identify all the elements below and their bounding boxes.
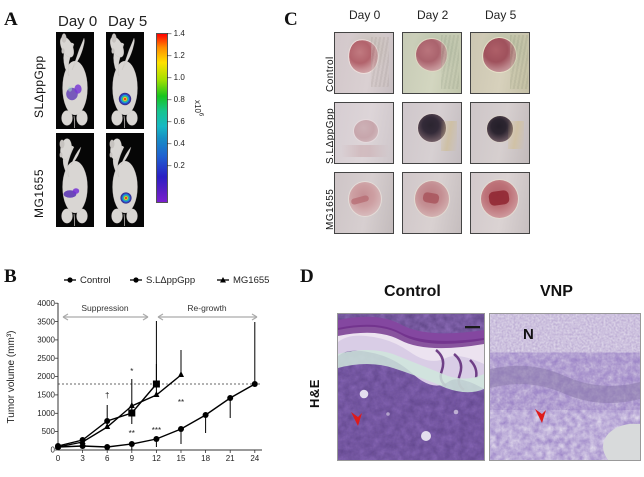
svg-text:500: 500 <box>42 427 56 436</box>
svg-text:21: 21 <box>226 454 235 463</box>
svg-text:†: † <box>105 391 109 400</box>
svg-text:**: ** <box>129 429 135 438</box>
svg-text:2500: 2500 <box>37 354 55 363</box>
svg-text:**: ** <box>178 398 184 407</box>
svg-text:***: *** <box>152 426 161 435</box>
svg-text:6: 6 <box>105 454 110 463</box>
svg-text:Suppression: Suppression <box>81 303 129 313</box>
svg-text:3000: 3000 <box>37 336 55 345</box>
svg-text:9: 9 <box>130 454 135 463</box>
svg-text:Re-growth: Re-growth <box>187 303 226 313</box>
svg-text:2000: 2000 <box>37 372 55 381</box>
svg-text:15: 15 <box>177 454 186 463</box>
svg-text:4000: 4000 <box>37 299 55 308</box>
svg-text:18: 18 <box>201 454 210 463</box>
svg-text:1500: 1500 <box>37 391 55 400</box>
svg-text:N: N <box>523 326 534 343</box>
svg-text:3500: 3500 <box>37 317 55 326</box>
svg-text:3: 3 <box>80 454 85 463</box>
svg-text:24: 24 <box>250 454 259 463</box>
svg-text:1000: 1000 <box>37 409 55 418</box>
svg-text:0: 0 <box>56 454 61 463</box>
svg-text:*: * <box>130 367 133 376</box>
svg-text:12: 12 <box>152 454 161 463</box>
svg-text:Tumor volume (mm³): Tumor volume (mm³) <box>6 331 17 424</box>
